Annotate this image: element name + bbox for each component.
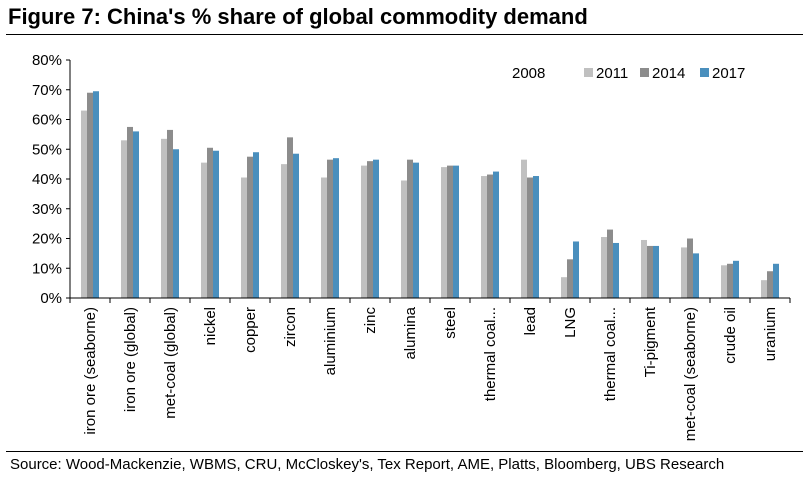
bar-2011 [607,229,613,298]
bar-2011 [367,161,373,298]
bar-2011 [407,159,413,298]
bar-2011 [487,174,493,298]
x-tick-label: alumina [402,306,419,359]
bar-2011 [727,263,733,298]
bar-2011 [327,159,333,298]
source-note: Source: Wood-Mackenzie, WBMS, CRU, McClo… [10,456,725,473]
x-tick-label: thermal coal... [602,307,619,401]
y-tick-label: 20% [32,231,62,248]
y-tick-label: 60% [32,112,62,129]
x-tick-label: met-coal (seaborne) [682,307,699,441]
bar-2008 [481,176,487,298]
bar-2014 [493,171,499,298]
bar-2011 [527,177,533,298]
bar-2008 [81,110,87,298]
bar-2008 [161,138,167,298]
bar-2014 [693,253,699,298]
bar-2008 [681,247,687,298]
x-tick-label: zinc [362,307,379,334]
legend-label: 2017 [712,65,745,82]
bar-2014 [733,260,739,298]
bar-2011 [167,129,173,298]
bar-2014 [533,176,539,298]
y-tick-label: 0% [40,290,62,307]
bar-2008 [761,280,767,298]
figure-title: Figure 7: China's % share of global comm… [8,4,588,29]
bar-2008 [521,159,527,298]
bar-2014 [653,245,659,298]
bar-2014 [373,159,379,298]
bar-2008 [721,265,727,298]
bar-2011 [647,245,653,298]
bar-chart: 0% 10% 20% 30% 40% 50% 60% 70% 80% iron ore (sea… [32,52,791,441]
bar-2008 [561,277,567,298]
x-tick-label: uranium [762,307,779,361]
bar-2008 [361,165,367,298]
x-tick-label: aluminium [322,307,339,375]
bar-2011 [207,147,213,298]
bar-2014 [253,152,259,298]
bar-2014 [613,242,619,298]
bar-2008 [201,162,207,298]
legend-label: 2014 [652,65,685,82]
bar-2008 [401,180,407,298]
x-tick-label: met-coal (global) [162,307,179,419]
bar-2008 [641,239,647,298]
bar-2014 [173,149,179,298]
bar-2011 [767,271,773,298]
x-tick-label: iron ore (seaborne) [82,307,99,435]
bar-2014 [333,158,339,298]
legend-label: 2008 [512,65,545,82]
x-tick-label: thermal coal... [482,307,499,401]
x-axis: iron ore (seaborne) iron ore (global) met-… [69,297,791,441]
source-rule [6,451,803,452]
bar-2011 [447,165,453,298]
bar-2014 [453,165,459,298]
y-tick-label: 30% [32,201,62,218]
bar-2014 [773,263,779,298]
bar-2008 [281,164,287,298]
bar-2014 [293,153,299,298]
bar-2014 [413,162,419,298]
y-tick-label: 50% [32,141,62,158]
x-tick-label: lead [522,307,539,335]
title-rule [6,34,803,35]
bar-2011 [287,137,293,298]
x-tick-label: nickel [202,307,219,345]
legend-swatch [700,68,709,77]
x-tick-label: crude oil [722,307,739,364]
bar-2008 [241,177,247,298]
bar-2011 [687,238,693,298]
legend-swatch [584,68,593,77]
legend-label: 2011 [596,65,628,82]
y-tick-label: 10% [32,260,62,277]
bar-2011 [87,92,93,298]
bars-group [81,91,779,298]
bar-2011 [127,126,133,298]
x-tick-label: iron ore (global) [122,307,139,412]
y-axis: 0% 10% 20% 30% 40% 50% 60% 70% 80% [32,52,71,307]
bar-2014 [213,150,219,298]
legend-swatch [640,68,649,77]
bar-2008 [121,140,127,298]
bar-2008 [321,177,327,298]
bar-2014 [93,91,99,298]
bar-2008 [441,167,447,298]
y-tick-label: 70% [32,82,62,99]
x-tick-label: zircon [282,307,299,347]
bar-2014 [133,131,139,298]
bar-2014 [573,241,579,298]
bar-2008 [601,237,607,298]
bar-2011 [567,259,573,298]
y-tick-label: 80% [32,52,62,69]
bar-2011 [247,156,253,298]
y-tick-label: 40% [32,171,62,188]
x-tick-label: copper [242,307,259,353]
x-tick-label: steel [442,307,459,339]
x-tick-label: LNG [562,307,579,338]
x-tick-label: Ti-pigment [642,306,659,377]
legend: 2008 2011 2014 2017 [512,65,745,82]
